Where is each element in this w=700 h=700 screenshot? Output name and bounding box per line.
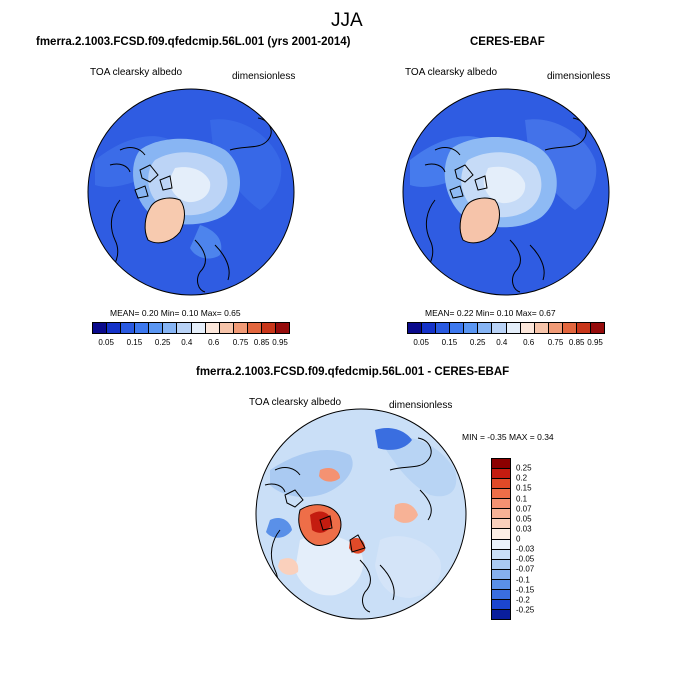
right-colorbar-swatch (576, 323, 592, 333)
right-colorbar-tick-label: 0.4 (496, 338, 508, 347)
diff-colorbar-tick-label: -0.05 (516, 554, 535, 564)
right-colorbar-swatch (450, 323, 465, 333)
diff-colorbar-labels: 0.25 0.2 0.15 0.1 0.07 0.05 0.03 0 -0.03 -0.05 -0.… (516, 458, 546, 620)
left-colorbar-swatch (149, 323, 164, 333)
left-colorbar-tick-label: 0.15 (126, 338, 143, 347)
left-colorbar-swatch (205, 323, 220, 333)
diff-colorbar-swatch (492, 469, 510, 480)
diff-colorbar-tick-label: -0.1 (516, 575, 530, 584)
left-variable-label: TOA clearsky albedo (90, 67, 183, 78)
figure-title: JJA (331, 10, 363, 31)
left-colorbar-swatch (93, 323, 108, 333)
right-colorbar-swatch (408, 323, 423, 333)
diff-colorbar-swatch (492, 499, 510, 510)
diff-units-label: dimensionless (389, 400, 453, 411)
left-colorbar-tick-label: 0.4 (181, 338, 193, 347)
diff-colorbar-tick-label: 0.2 (516, 473, 528, 483)
diff-colorbar-swatch (492, 579, 510, 590)
diff-colorbar-swatch (492, 569, 510, 580)
diff-colorbar-tick-label: 0.1 (516, 494, 528, 503)
right-colorbar-tick-label: 0.85 (568, 338, 585, 347)
right-colorbar-swatch (492, 323, 507, 333)
right-colorbar-swatch (436, 323, 451, 333)
left-colorbar-tick-label: 0.25 (154, 338, 171, 347)
left-colorbar-tick-label: 0.75 (232, 338, 249, 347)
left-colorbar-swatch (177, 323, 192, 333)
left-colorbar-tick-label: 0.05 (98, 338, 114, 347)
diff-colorbar-tick-label: 0.15 (516, 483, 532, 493)
right-colorbar-tick-label: 0.95 (587, 338, 603, 347)
diff-colorbar (491, 458, 511, 620)
right-colorbar-swatch (422, 323, 437, 333)
left-colorbar-swatch (135, 323, 150, 333)
right-units-label: dimensionless (547, 71, 611, 82)
diff-colorbar-swatch (492, 459, 510, 470)
left-colorbar-swatch (247, 323, 262, 333)
right-colorbar-tick-label: 0.15 (441, 338, 458, 347)
diff-colorbar-swatch (492, 529, 510, 540)
diff-colorbar-tick-label: -0.15 (516, 585, 535, 595)
left-panel-title: fmerra.2.1003.FCSD.f09.qfedcmip.56L.001 … (36, 36, 351, 48)
right-colorbar-swatch (478, 323, 493, 333)
left-colorbar-swatch (233, 323, 248, 333)
left-colorbar-tick-label: 0.6 (208, 338, 220, 347)
diff-colorbar-tick-label: 0.03 (516, 524, 532, 534)
diff-colorbar-tick-label: 0.07 (516, 504, 532, 514)
right-colorbar-swatch (534, 323, 549, 333)
diff-colorbar-tick-label: -0.2 (516, 595, 530, 605)
right-variable-label: TOA clearsky albedo (405, 67, 498, 78)
right-colorbar-tick-label: 0.6 (523, 338, 535, 347)
diff-colorbar-swatch (492, 519, 510, 530)
right-colorbar-swatch (548, 323, 563, 333)
left-colorbar-swatch (107, 323, 122, 333)
diff-colorbar-swatch (492, 609, 510, 619)
diff-colorbar-tick-label: -0.03 (516, 544, 535, 554)
left-colorbar-swatch (276, 323, 290, 333)
diff-colorbar-swatch (492, 539, 510, 550)
right-colorbar-swatch (520, 323, 535, 333)
right-stats: MEAN= 0.22 Min= 0.10 Max= 0.67 (425, 308, 556, 318)
diff-colorbar-tick-label: 0.05 (516, 514, 532, 524)
diff-variable-label: TOA clearsky albedo (249, 397, 342, 408)
diff-colorbar-swatch (492, 549, 510, 560)
right-colorbar-tick-label: 0.25 (469, 338, 486, 347)
diff-colorbar-swatch (492, 509, 510, 520)
right-colorbar-swatch (506, 323, 521, 333)
left-colorbar-swatch (121, 323, 136, 333)
left-colorbar-swatch (163, 323, 178, 333)
left-colorbar-swatch (261, 323, 277, 333)
diff-colorbar-swatch (492, 489, 510, 500)
diff-panel-title: fmerra.2.1003.FCSD.f09.qfedcmip.56L.001 … (196, 366, 510, 378)
diff-colorbar-swatch (492, 559, 510, 570)
diff-colorbar-tick-label: 0 (516, 534, 521, 544)
left-units-label: dimensionless (232, 71, 296, 82)
right-panel-title: CERES-EBAF (470, 36, 545, 48)
diff-colorbar-tick-label: -0.25 (516, 605, 535, 615)
left-colorbar-swatch (219, 323, 234, 333)
left-colorbar-swatch (191, 323, 206, 333)
right-colorbar-tick-label: 0.05 (413, 338, 429, 347)
left-stats: MEAN= 0.20 Min= 0.10 Max= 0.65 (110, 308, 241, 318)
diff-colorbar-swatch (492, 599, 510, 610)
diff-colorbar-swatch (492, 479, 510, 490)
diff-stats: MIN = -0.35 MAX = 0.34 (462, 432, 554, 442)
diff-colorbar-tick-label: 0.25 (516, 463, 532, 473)
right-colorbar-swatch (591, 323, 605, 333)
right-colorbar-labels: 0.05 0.15 0.25 0.4 0.6 0.75 0.85 0.95 (407, 338, 605, 350)
diff-colorbar-tick-label: -0.07 (516, 564, 535, 574)
left-colorbar-labels: 0.05 0.15 0.25 0.4 0.6 0.75 0.85 0.95 (92, 338, 290, 350)
diff-colorbar-swatch (492, 589, 510, 600)
right-colorbar (407, 322, 605, 334)
right-colorbar-swatch (464, 323, 479, 333)
left-colorbar-tick-label: 0.85 (253, 338, 270, 347)
left-colorbar-tick-label: 0.95 (272, 338, 288, 347)
left-colorbar (92, 322, 290, 334)
right-colorbar-tick-label: 0.75 (547, 338, 564, 347)
right-colorbar-swatch (562, 323, 577, 333)
